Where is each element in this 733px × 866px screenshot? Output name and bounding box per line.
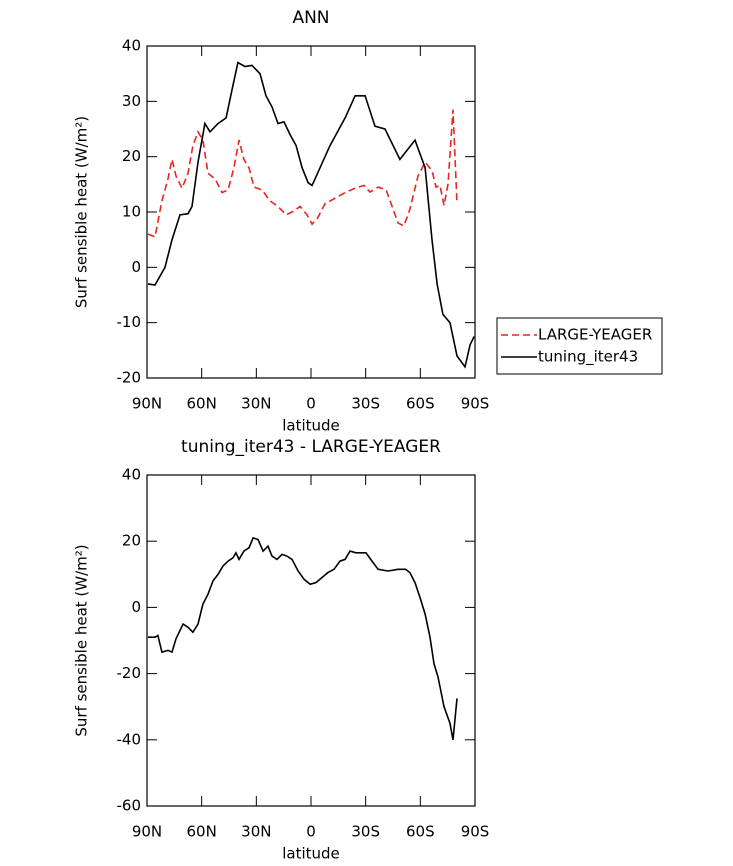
- x-tick-label: 30S: [351, 395, 380, 413]
- legend-label: tuning_iter43: [538, 348, 638, 367]
- y-tick-label: -60: [117, 797, 142, 815]
- legend-label: LARGE-YEAGER: [538, 326, 652, 344]
- y-tick-label: 10: [122, 203, 141, 221]
- y-tick-label: 40: [122, 466, 141, 484]
- x-tick-label: 60N: [187, 395, 217, 413]
- x-tick-label: 90N: [132, 395, 162, 413]
- y-tick-label: 0: [131, 598, 141, 616]
- y-tick-label: -20: [117, 664, 142, 682]
- y-tick-label: 40: [122, 37, 141, 55]
- y-tick-label: 20: [122, 532, 141, 550]
- chart-title: tuning_iter43 - LARGE-YEAGER: [181, 437, 441, 457]
- y-axis-label: Surf sensible heat (W/m²): [73, 116, 91, 308]
- x-tick-label: 90S: [461, 395, 490, 413]
- x-tick-label: 60S: [406, 823, 435, 841]
- data-line: [147, 61, 475, 369]
- x-axis-label: latitude: [282, 417, 340, 435]
- x-axis-label: latitude: [282, 845, 340, 863]
- x-tick-label: 0: [306, 823, 316, 841]
- x-tick-label: 30N: [241, 395, 271, 413]
- y-tick-label: 30: [122, 92, 141, 110]
- x-tick-label: 30N: [241, 823, 271, 841]
- x-tick-label: 60N: [187, 823, 217, 841]
- y-tick-label: -20: [117, 369, 142, 387]
- plot-frame: [146, 45, 476, 379]
- y-axis-label: Surf sensible heat (W/m²): [73, 544, 91, 736]
- x-tick-label: 30S: [351, 823, 380, 841]
- x-tick-label: 0: [306, 395, 316, 413]
- data-line: [147, 536, 458, 740]
- chart-title: ANN: [292, 8, 329, 28]
- x-tick-label: 60S: [406, 395, 435, 413]
- plot-frame: [146, 474, 476, 807]
- data-line: [147, 109, 458, 238]
- legend-box: [496, 317, 663, 375]
- y-tick-label: -10: [117, 313, 142, 331]
- x-tick-label: 90N: [132, 823, 162, 841]
- x-tick-label: 90S: [461, 823, 490, 841]
- y-tick-label: -40: [117, 730, 142, 748]
- y-tick-label: 0: [131, 258, 141, 276]
- y-tick-label: 20: [122, 147, 141, 165]
